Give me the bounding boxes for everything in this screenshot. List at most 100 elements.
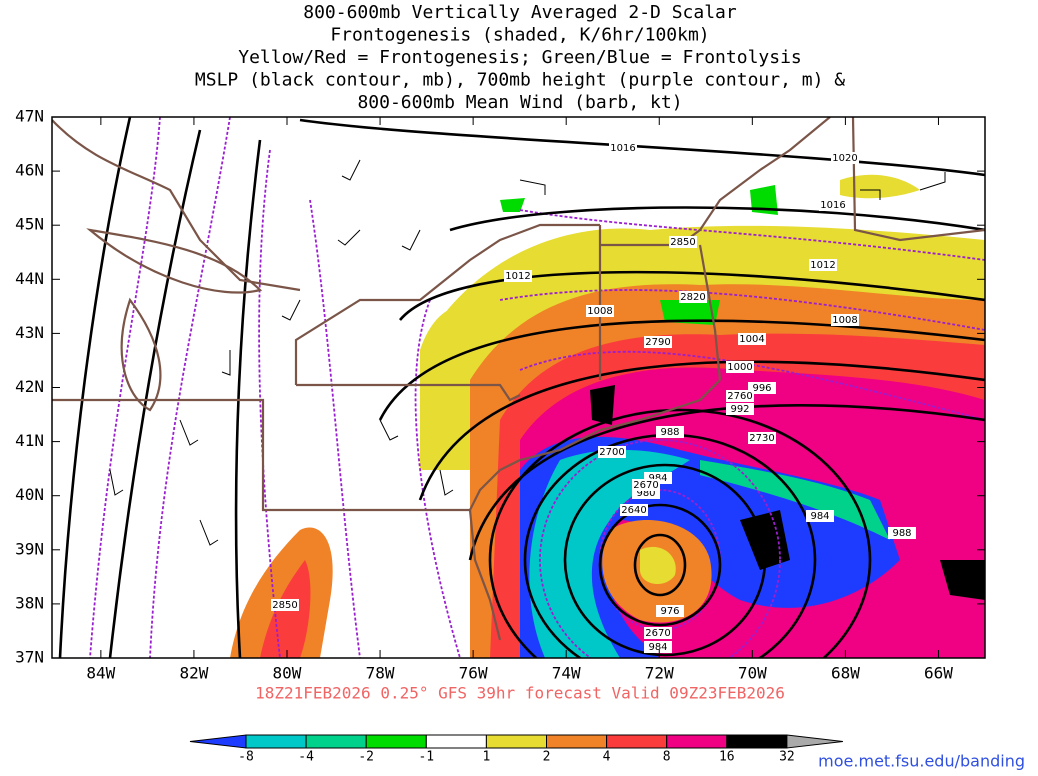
borders: [52, 117, 985, 641]
colorbar-label: 16: [719, 750, 735, 765]
pressure-label-bg: [819, 199, 847, 211]
height-label-bg: [644, 627, 672, 639]
pressure-label-bg: [656, 426, 684, 438]
height-label-bg: [598, 446, 626, 458]
colorbar-box: [305, 734, 367, 749]
pressure-label: 1000: [727, 362, 752, 373]
height-label-bg: [271, 599, 299, 611]
x-tick-label: 84W: [86, 664, 115, 683]
pressure-label: 984: [810, 511, 829, 522]
colorbar-label: 2: [543, 750, 551, 765]
x-tick-label: 80W: [273, 664, 302, 683]
pressure-label-bg: [831, 314, 859, 326]
pressure-label-bg: [748, 382, 776, 394]
height-label-bg: [669, 236, 697, 248]
title-line: 800-600mb Mean Wind (barb, kt): [357, 92, 682, 113]
pressure-label-bg: [726, 361, 754, 373]
title-line: MSLP (black contour, mb), 700mb height (…: [195, 70, 845, 91]
pressure-label: 988: [892, 528, 911, 539]
height-label: 2670: [645, 628, 670, 639]
colorbar-box: [726, 734, 788, 749]
colorbar-label: -8: [238, 750, 254, 765]
y-tick-label: 42N: [15, 377, 44, 396]
y-tick-label: 46N: [15, 161, 44, 180]
height-label: 2640: [621, 505, 646, 516]
x-tick-label: 78W: [366, 664, 395, 683]
pressure-label: 980: [636, 488, 655, 499]
title-line: Frontogenesis (shaded, K/6hr/100km): [330, 25, 709, 46]
title-line: Yellow/Red = Frontogenesis; Green/Blue =…: [238, 47, 802, 68]
pressure-label-bg: [738, 333, 766, 345]
height-label: 2790: [645, 337, 670, 348]
title-line: 800-600mb Vertically Averaged 2-D Scalar: [303, 2, 737, 23]
y-tick-label: 47N: [15, 107, 44, 126]
pressure-label: 1012: [810, 260, 835, 271]
colorbar-box: [425, 734, 487, 749]
height-label: 2850: [670, 237, 695, 248]
pressure-label-bg: [609, 142, 637, 154]
x-tick-label: 70W: [738, 664, 767, 683]
pressure-label-bg: [656, 605, 684, 617]
pressure-label: 1008: [832, 315, 857, 326]
x-tick-label: 68W: [831, 664, 860, 683]
height-label: 2670: [633, 480, 658, 491]
colorbar-label: 8: [663, 750, 671, 765]
colorbar-box: [606, 734, 668, 749]
y-tick-label: 39N: [15, 539, 44, 558]
y-tick-label: 40N: [15, 485, 44, 504]
height-label-bg: [620, 504, 648, 516]
pressure-label-bg: [644, 641, 672, 653]
height-label: 2760: [727, 391, 752, 402]
colorbar-label: 1: [482, 750, 490, 765]
y-tick-label: 45N: [15, 215, 44, 234]
height-label: 2820: [680, 292, 705, 303]
pressure-label: 1004: [739, 334, 764, 345]
pressure-label: 976: [660, 606, 679, 617]
colorbar-label: -2: [358, 750, 374, 765]
pressure-label-bg: [586, 305, 614, 317]
axes: 84W 82W 80W 78W 76W 74W 72W 70W 68W 66W 37N 38N 39N 4…: [15, 107, 985, 683]
colorbar-end: [786, 734, 843, 749]
height-label-bg: [748, 432, 776, 444]
colorbar-box: [546, 734, 608, 749]
pressure-label: 984: [648, 473, 667, 484]
map-field: 1016102010161012101210081008100410009969…: [52, 117, 985, 658]
colorbar-label: -1: [418, 750, 434, 765]
pressure-label: 1016: [820, 200, 845, 211]
height-contours: [89, 117, 985, 658]
pressure-label-bg: [504, 270, 532, 282]
x-tick-label: 74W: [552, 664, 581, 683]
colorbar-label: -4: [298, 750, 314, 765]
forecast-info: 18Z21FEB2026 0.25° GFS 39hr forecast Val…: [255, 684, 785, 703]
x-tick-label: 76W: [459, 664, 488, 683]
x-tick-label: 82W: [179, 664, 208, 683]
y-tick-label: 38N: [15, 593, 44, 612]
height-label: 2700: [599, 447, 624, 458]
pressure-label-bg: [809, 259, 837, 271]
height-label: 2850: [272, 600, 297, 611]
height-label-bg: [644, 336, 672, 348]
pressure-label: 988: [660, 427, 679, 438]
x-tick-label: 66W: [924, 664, 953, 683]
pressure-label-bg: [831, 152, 859, 164]
contour-labels: 1016102010161012101210081008100410009969…: [271, 142, 916, 653]
pressure-label: 1012: [505, 271, 530, 282]
height-label-bg: [726, 390, 754, 402]
wind-barbs: [109, 159, 946, 546]
credit: moe.met.fsu.edu/banding: [818, 752, 1025, 771]
pressure-label: 984: [648, 642, 667, 653]
pressure-label: 1020: [832, 153, 857, 164]
colorbar-label: 4: [603, 750, 611, 765]
colorbar-label: 32: [779, 750, 795, 765]
colorbar-box: [245, 734, 307, 749]
colorbar-box: [365, 734, 427, 749]
pressure-label: 1016: [610, 143, 635, 154]
colorbar-box: [485, 734, 547, 749]
pressure-label-bg: [888, 527, 916, 539]
colorbar-box: [666, 734, 728, 749]
y-tick-label: 43N: [15, 323, 44, 342]
y-tick-label: 41N: [15, 431, 44, 450]
height-label-bg: [679, 291, 707, 303]
pressure-label: 1008: [587, 306, 612, 317]
